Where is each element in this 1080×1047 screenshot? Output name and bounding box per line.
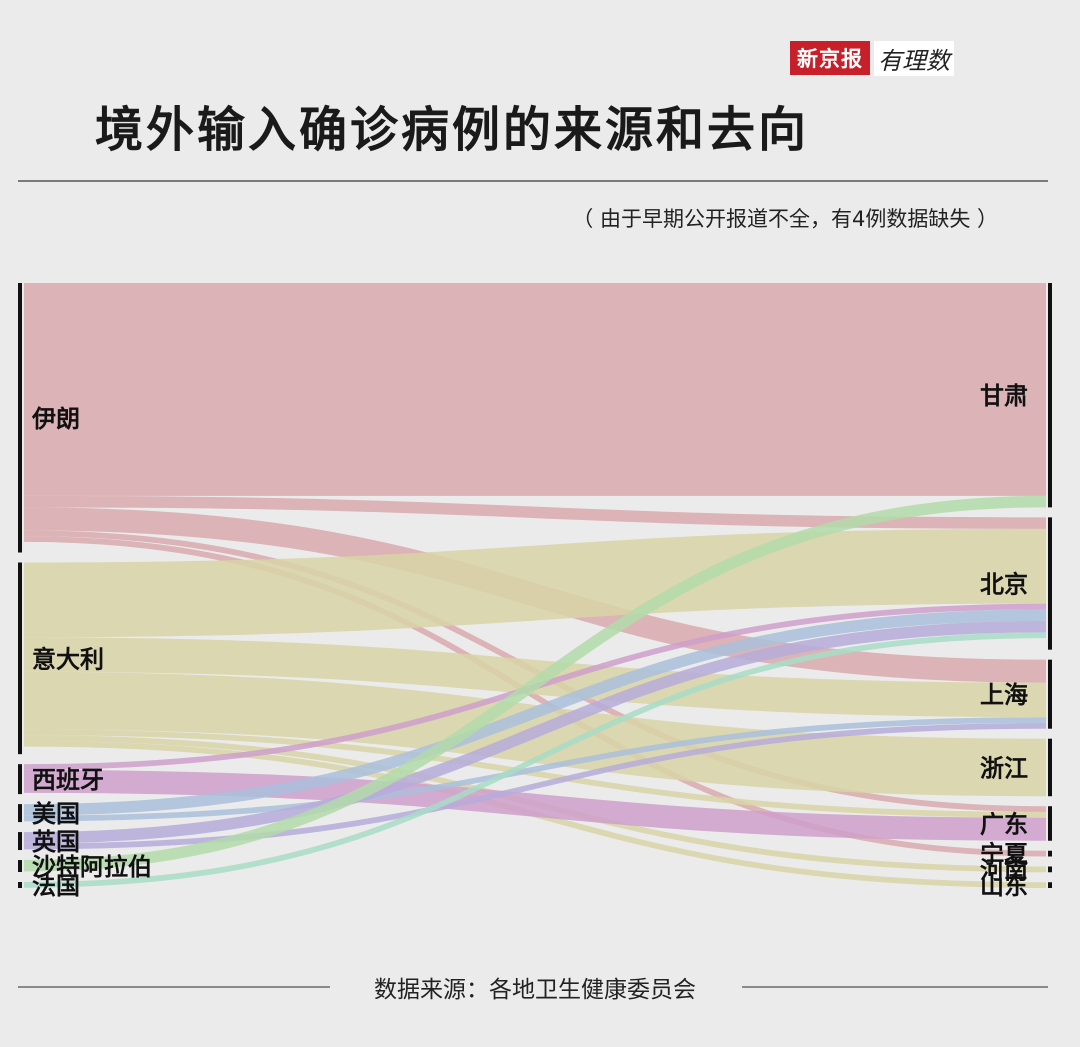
sankey-node-bar (18, 804, 22, 823)
sankey-node-bar (18, 283, 22, 553)
footer-divider-right (742, 986, 1048, 988)
sankey-node-bar (18, 764, 22, 795)
sankey-node-bar (1048, 517, 1052, 650)
sankey-nodes (18, 283, 1052, 888)
footer-divider-left (18, 986, 330, 988)
sankey-node-bar (18, 832, 22, 851)
sankey-node-label: 伊朗 (31, 405, 80, 433)
sankey-node-bar (18, 562, 22, 755)
sankey-link (23, 769, 1047, 841)
title-divider (18, 180, 1048, 182)
sankey-link (23, 729, 1047, 818)
sankey-node-bar (18, 860, 22, 873)
sankey-node-bar (18, 882, 22, 888)
sankey-node-bar (1048, 283, 1052, 508)
sankey-link (23, 717, 1047, 822)
sankey-node-label: 甘肃 (980, 382, 1028, 410)
brand-logo: 新京报 有理数 (790, 40, 954, 76)
sankey-link (23, 620, 1047, 844)
sankey-node-bar (1048, 659, 1052, 729)
sankey-link (23, 495, 1047, 872)
sankey-node-label: 广东 (980, 810, 1028, 838)
sankey-node-bar (1048, 738, 1052, 797)
sankey-node-label: 上海 (980, 681, 1028, 709)
sankey-node-label: 意大利 (32, 645, 104, 673)
sankey-link (23, 609, 1047, 816)
sankey-node-label: 美国 (32, 800, 80, 828)
sankey-link (23, 528, 1047, 638)
sankey-node-label: 英国 (32, 828, 80, 856)
sankey-node-label: 沙特阿拉伯 (32, 853, 152, 881)
sankey-links (23, 283, 1047, 889)
sankey-node-label: 北京 (980, 571, 1028, 599)
page-title: 境外输入确诊病例的来源和去向 (95, 102, 810, 158)
subtitle-note: （ 由于早期公开报道不全，有4例数据缺失 ） (572, 207, 998, 231)
sankey-node-label: 宁夏 (980, 841, 1029, 869)
sankey-node-label: 山东 (980, 872, 1028, 900)
sankey-node-label: 西班牙 (32, 766, 104, 794)
sankey-link (23, 632, 1047, 888)
data-source: 数据来源：各地卫生健康委员会 (374, 977, 696, 1003)
sankey-node-label: 法国 (32, 872, 80, 900)
sankey-node-label: 浙江 (980, 754, 1028, 782)
sankey-node-bar (1048, 806, 1052, 841)
sankey-node-bar (1048, 866, 1052, 873)
sankey-node-bar (1048, 850, 1052, 857)
sankey-node-label: 河南 (980, 856, 1028, 884)
brand-name: 新京报 (790, 41, 870, 75)
brand-sub: 有理数 (874, 40, 954, 76)
sankey-node-bar (1048, 882, 1052, 888)
